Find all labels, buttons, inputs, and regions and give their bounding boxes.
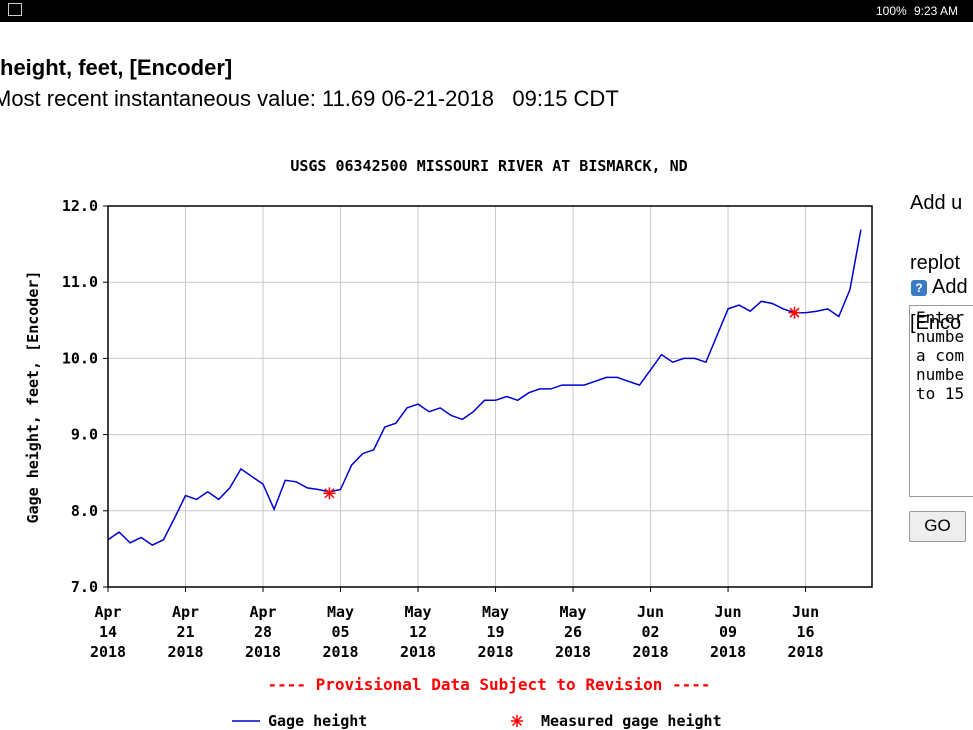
legend-label: Gage height [268,712,367,730]
gallery-icon [8,3,22,16]
legend-label: Measured gage height [541,712,722,730]
help-icon[interactable]: ? [911,280,927,296]
y-tick-label: 10.0 [62,349,98,367]
placeholder-line: a com [916,346,965,365]
textarea[interactable]: Enter numbe a com numbe to 15 [909,305,973,497]
plot-background [108,206,872,587]
go-button[interactable]: GO [909,511,966,542]
x-tick-label: May 26 2018 [554,603,592,661]
clock: 9:23 AM [914,4,959,18]
placeholder-line: to 15 [916,384,965,403]
y-tick-label: 11.0 [62,273,98,291]
panel-line: [Enco [910,312,962,334]
y-axis-title: Gage height, feet, [Encoder] [24,271,42,524]
chart: USGS 06342500 MISSOURI RIVER AT BISMARCK… [24,157,873,730]
asterisk-stroke [511,715,523,727]
x-tick-label: Jun 02 2018 [632,603,669,661]
plot-frame [107,205,873,588]
x-tick-label: Apr 14 2018 [89,603,127,661]
asterisk-stroke [324,488,335,499]
panel-line: Add u [910,192,963,214]
x-tick-label: Jun 09 2018 [709,603,747,661]
placeholder-line: numbe [916,327,965,346]
x-tick-label: Jun 16 2018 [787,603,824,661]
measured-point [788,306,801,319]
page-title: height, feet, [Encoder] [0,55,233,80]
status-bar: 100% 9:23 AM [0,0,973,22]
x-tick-label: Apr 28 2018 [244,603,282,661]
x-tick-label: Apr 21 2018 [167,603,204,661]
chart-title: USGS 06342500 MISSOURI RIVER AT BISMARCK… [290,157,687,175]
gage-line [107,229,862,546]
y-tick-label: 7.0 [71,578,98,596]
x-tick-label: May 05 2018 [322,603,359,661]
placeholder-line: Enter [916,308,965,327]
battery: 100% [876,4,907,18]
provisional-note: ---- Provisional Data Subject to Revisio… [267,675,710,694]
recent-value: Most recent instantaneous value: 11.69 0… [0,86,619,111]
asterisk-stroke [789,307,800,318]
y-tick-label: 12.0 [62,197,98,215]
panel-line: replot [910,252,961,274]
x-tick-label: May 12 2018 [399,603,437,661]
section-label: Add [932,276,968,298]
legend-symbol [511,715,523,727]
x-tick-label: May 19 2018 [477,603,514,661]
chart-container: USGS 06342500 MISSOURI RIVER AT BISMARCK… [24,157,873,730]
placeholder-line: numbe [916,365,965,384]
side-panel: Add u replot [Enco [910,158,962,368]
measured-point [323,487,336,500]
y-tick-label: 8.0 [71,502,98,520]
y-tick-label: 9.0 [71,426,98,444]
